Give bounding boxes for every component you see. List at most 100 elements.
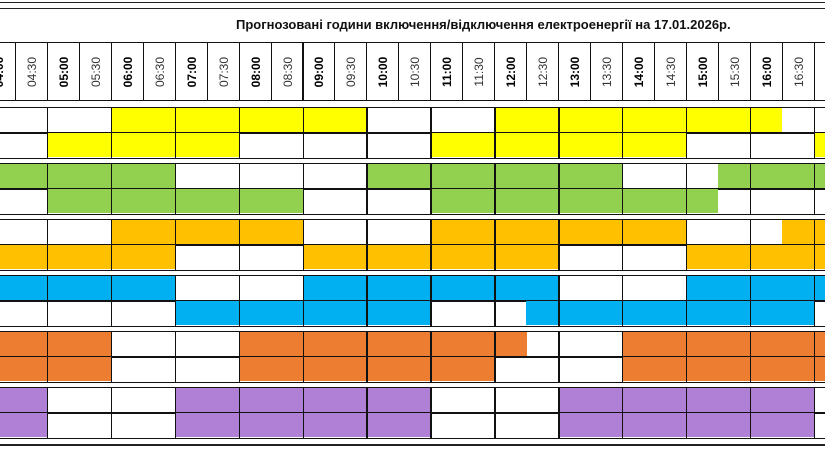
outage-slot-g6-1-7 (206, 387, 240, 412)
hour-cell (813, 163, 825, 190)
outage-slot-g4-2-6 (174, 300, 208, 325)
hour-cell (110, 300, 177, 327)
hour-cell (46, 132, 113, 159)
hour-cell (0, 387, 49, 414)
time-header-0630: 06:30 (142, 42, 176, 101)
outage-slot-g2-1-19 (590, 163, 623, 188)
hour-cell (366, 412, 432, 439)
hour-cell (558, 356, 624, 383)
outage-slot-g6-1-13 (398, 387, 431, 412)
outage-slot-g3-1-7 (206, 219, 240, 244)
outage-slot-g4-2-19 (590, 300, 623, 325)
outage-slot-g4-1-5 (142, 275, 176, 300)
hour-cell (174, 300, 241, 327)
outage-slot-g5-2-0 (0, 356, 16, 381)
outage-slot-g1-1-18 (558, 107, 591, 132)
hour-cell (430, 275, 496, 302)
hour-cell (0, 188, 49, 215)
outage-slot-g1-2-2 (46, 132, 80, 157)
hour-cell (622, 356, 688, 383)
outage-slot-g3-2-14 (430, 244, 463, 269)
outage-slot-g6-2-20 (622, 412, 655, 437)
hour-cell (302, 356, 368, 383)
outage-slot-g5-2-3 (78, 356, 112, 381)
outage-slot-g1-1-9 (270, 107, 304, 132)
hour-cell (46, 356, 113, 383)
outage-slot-g3-2-0 (0, 244, 16, 269)
hour-cell (110, 412, 177, 439)
outage-slot-g4-2-17 (526, 300, 559, 325)
outage-slot-g1-2-3 (78, 132, 112, 157)
outage-slot-g4-1-10 (302, 275, 336, 300)
outage-slot-g4-2-8 (238, 300, 272, 325)
hour-cell (749, 107, 816, 134)
outage-slot-g3-1-9 (270, 219, 304, 244)
outage-slot-g4-1-23 (717, 275, 751, 300)
outage-slot-g5-1-25 (781, 331, 815, 356)
outage-slot-g2-2-16 (494, 188, 527, 213)
hour-cell (302, 132, 368, 159)
outage-slot-g2-2-21 (653, 188, 687, 213)
outage-slot-g5-2-24 (749, 356, 783, 381)
outage-slot-g2-2-17 (526, 188, 559, 213)
hour-cell (558, 275, 624, 302)
outage-slot-g6-2-9 (270, 412, 304, 437)
outage-slot-g5-2-21 (653, 356, 687, 381)
outage-slot-g4-1-26 (813, 275, 825, 300)
hour-cell (0, 356, 49, 383)
hour-cell (46, 331, 113, 358)
hour-cell (813, 107, 825, 134)
outage-slot-g3-2-25 (781, 244, 815, 269)
outage-slot-g1-1-22 (685, 107, 719, 132)
hour-cell (46, 275, 113, 302)
outage-slot-g4-2-9 (270, 300, 304, 325)
hour-cell (494, 132, 560, 159)
hour-cell (238, 356, 304, 383)
outage-slot-g6-2-18 (558, 412, 591, 437)
time-header-0530: 05:30 (78, 42, 112, 101)
hour-cell (0, 163, 49, 190)
hour-cell (110, 331, 177, 358)
outage-slot-g6-2-7 (206, 412, 240, 437)
outage-slot-g5-2-1 (14, 356, 48, 381)
outage-slot-g4-2-23 (717, 300, 751, 325)
outage-slot-g5-1-26 (813, 331, 825, 356)
hour-cell (622, 412, 688, 439)
outage-slot-g5-1-2 (46, 331, 80, 356)
hour-cell (494, 219, 560, 246)
outage-slot-g3-2-4 (110, 244, 144, 269)
outage-slot-g2-2-6 (174, 188, 208, 213)
outage-slot-g1-2-14 (430, 132, 463, 157)
hour-cell (558, 107, 624, 134)
outage-slot-g6-2-19 (590, 412, 623, 437)
outage-slot-g1-1-24 (749, 107, 783, 132)
outage-slot-g3-1-25 (781, 219, 815, 244)
outage-slot-g6-1-25 (781, 387, 815, 412)
outage-slot-g4-1-25 (781, 275, 815, 300)
hour-cell (174, 356, 241, 383)
hour-cell (813, 275, 825, 302)
outage-slot-g1-1-17 (526, 107, 559, 132)
hour-cell (110, 244, 177, 271)
outage-slot-g1-1-4 (110, 107, 144, 132)
hour-cell (494, 107, 560, 134)
outage-slot-g6-2-24 (749, 412, 783, 437)
hour-cell (174, 163, 241, 190)
outage-slot-g1-2-6 (174, 132, 208, 157)
outage-slot-g3-2-5 (142, 244, 176, 269)
hour-cell (430, 188, 496, 215)
outage-slot-g2-2-2 (46, 188, 80, 213)
outage-slot-g2-1-24 (749, 163, 783, 188)
outage-slot-g5-2-11 (334, 356, 367, 381)
hour-cell (430, 163, 496, 190)
hour-cell (813, 300, 825, 327)
hour-cell (46, 412, 113, 439)
time-header-1430: 14:30 (653, 42, 687, 101)
hour-cell (238, 275, 304, 302)
outage-slot-g6-2-25 (781, 412, 815, 437)
hour-cell (174, 132, 241, 159)
hour-cell (749, 356, 816, 383)
hour-cell (366, 188, 432, 215)
hour-cell (46, 163, 113, 190)
outage-slot-g2-2-3 (78, 188, 112, 213)
